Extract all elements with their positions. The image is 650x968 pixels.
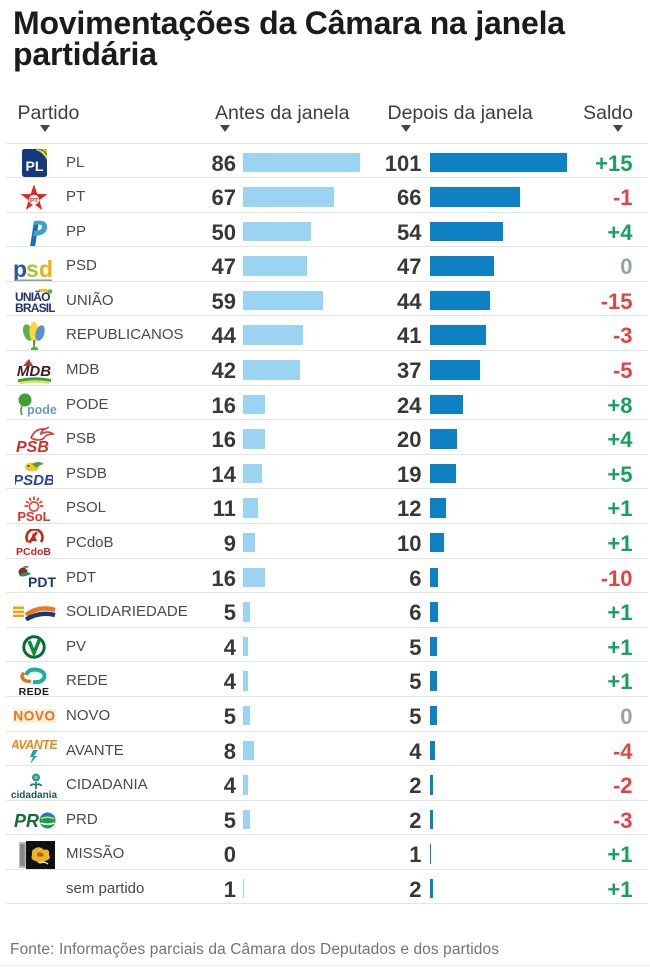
svg-text:PDT: PDT: [28, 574, 56, 590]
svg-text:MDB: MDB: [17, 363, 51, 380]
svg-text:PR: PR: [14, 811, 39, 831]
svg-text:REDE: REDE: [19, 686, 50, 696]
svg-text:p: p: [13, 256, 27, 282]
svg-text:BRASIL: BRASIL: [15, 301, 55, 314]
svg-text:pode: pode: [27, 403, 57, 417]
svg-text:PT: PT: [30, 197, 38, 204]
svg-text:PSoL: PSoL: [17, 509, 50, 523]
svg-text:NOVO: NOVO: [13, 709, 55, 723]
svg-text:PSB: PSB: [16, 439, 49, 454]
svg-text:UNIÃO: UNIÃO: [15, 289, 50, 304]
svg-text:d: d: [39, 256, 53, 282]
svg-text:PL: PL: [26, 158, 44, 174]
svg-text:PCdoB: PCdoB: [16, 546, 51, 557]
svg-text:cidadania: cidadania: [11, 790, 57, 800]
svg-text:PSDB: PSDB: [15, 472, 53, 488]
svg-text:s: s: [26, 256, 39, 282]
svg-text:AVANTE: AVANTE: [12, 738, 57, 752]
